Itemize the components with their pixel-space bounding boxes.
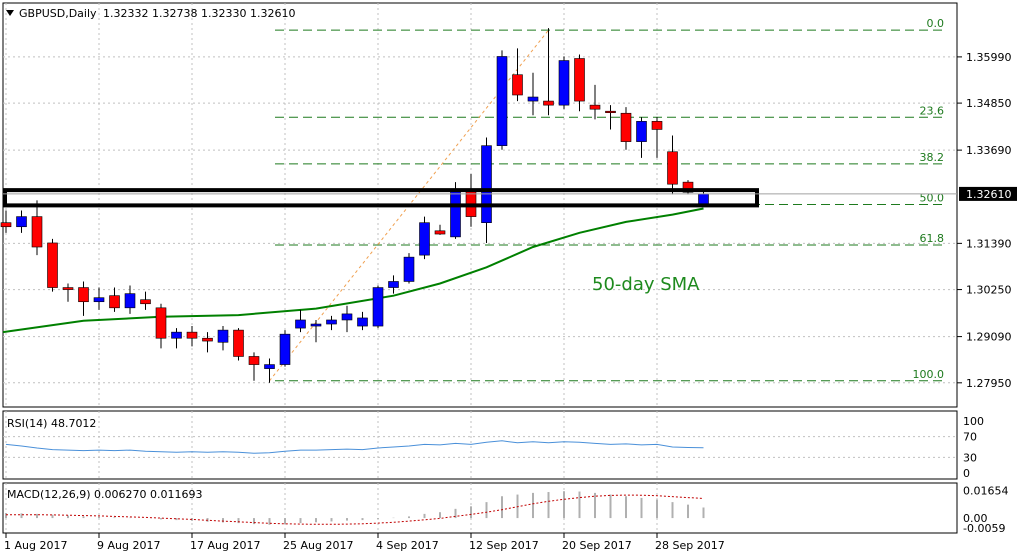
candle-bull	[388, 281, 399, 288]
candle-bear	[31, 216, 43, 248]
candle-bear	[589, 104, 601, 110]
candle-bear	[682, 181, 694, 193]
macd-label: MACD(12,26,9) 0.006270 0.011693	[7, 488, 203, 501]
rsi-tick-label: 0	[963, 467, 970, 480]
candle-bull	[16, 216, 27, 228]
x-tick-label: 28 Sep 2017	[655, 539, 725, 552]
rsi-tick-label: 70	[963, 431, 977, 444]
candle-bull	[326, 319, 337, 325]
rsi-layer: 100 70 30 0	[3, 415, 984, 480]
sma-annotation: 50-day SMA	[592, 274, 700, 295]
y-tick-label: 1.30250	[966, 284, 1012, 297]
candle-bear	[434, 230, 446, 235]
price-axis: 1.35990 1.34850 1.33690 1.32610 1.31390 1.302…	[3, 51, 1017, 390]
candles	[0, 28, 709, 383]
fib-level-label: 0.0	[927, 17, 945, 30]
x-tick-label: 1 Aug 2017	[4, 539, 67, 552]
x-tick-label: 20 Sep 2017	[562, 539, 632, 552]
rsi-panel	[2, 410, 958, 480]
candle-bear	[248, 356, 260, 365]
y-tick-label: 1.34850	[966, 97, 1012, 110]
highlight-zone-layer	[3, 188, 759, 208]
candle-bear	[62, 287, 74, 290]
candle-bull	[496, 56, 508, 146]
candle-bear	[574, 58, 585, 102]
fib-level-label: 50.0	[920, 191, 945, 204]
rsi-label: RSI(14) 48.7012	[7, 417, 96, 430]
candle-bull	[527, 96, 539, 102]
candle-bull	[279, 333, 291, 365]
macd-layer: 0.01654 0.00-0.0059	[5, 484, 1009, 535]
candle-bear	[109, 295, 120, 309]
ohlc-label: 1.32332 1.32738 1.32330 1.32610	[103, 7, 295, 20]
candle-bear	[233, 329, 244, 357]
candle-bull	[636, 121, 647, 142]
candle-bull	[481, 145, 492, 223]
candle-bull	[357, 317, 368, 327]
support-zone-box	[3, 188, 759, 208]
x-tick-label: 9 Aug 2017	[97, 539, 160, 552]
macd-tick-label: 0.01654	[963, 484, 1009, 497]
x-tick-label: 4 Sep 2017	[376, 539, 439, 552]
candle-bear	[155, 307, 167, 339]
rsi-tick-label: 30	[963, 451, 977, 464]
macd-signal-line	[6, 494, 704, 525]
dropdown-triangle-icon[interactable]	[6, 10, 14, 16]
x-tick-label: 25 Aug 2017	[283, 539, 353, 552]
y-tick-label: 1.27950	[966, 377, 1012, 390]
rsi-line	[5, 440, 704, 454]
candle-bull	[171, 331, 182, 339]
candle-bear	[140, 299, 151, 305]
y-tick-label: 1.33690	[966, 144, 1012, 157]
rsi-tick-label: 100	[963, 415, 984, 428]
candle-bear	[47, 242, 58, 288]
current-price-box	[959, 186, 1017, 201]
y-tick-label: 1.31390	[966, 237, 1012, 250]
macd-tick-label: 0.00	[963, 512, 988, 525]
x-tick-label: 12 Sep 2017	[469, 539, 539, 552]
candle-bull	[419, 222, 430, 256]
x-tick-label: 17 Aug 2017	[190, 539, 260, 552]
candle-bear	[651, 121, 663, 130]
candle-bull	[124, 293, 136, 309]
candle-bull	[93, 297, 105, 303]
candle-bear	[512, 74, 523, 96]
candle-bear	[0, 222, 12, 228]
date-axis: 1 Aug 2017 9 Aug 2017 17 Aug 2017 25 Aug 20…	[4, 533, 725, 552]
candle-bull	[264, 364, 275, 369]
macd-panel	[2, 482, 958, 534]
current-price-label: 1.32610	[966, 188, 1012, 201]
candle-bear	[667, 151, 678, 185]
fib-level-label: 61.8	[920, 232, 945, 245]
candle-bear	[620, 112, 632, 142]
candle-bull	[217, 329, 229, 343]
candle-bull	[558, 60, 570, 106]
candle-bull	[295, 319, 306, 329]
fib-level-label: 38.2	[920, 151, 945, 164]
candle-bear	[186, 331, 198, 339]
candle-bull	[372, 287, 384, 327]
candle-bear	[543, 100, 554, 106]
candle-bull	[450, 189, 461, 238]
y-tick-label: 1.29090	[966, 331, 1012, 344]
candle-bull	[341, 313, 353, 321]
symbol-label: GBPUSD,Daily	[19, 7, 97, 20]
y-tick-label: 1.35990	[966, 51, 1012, 64]
candle-bull	[310, 323, 322, 327]
candle-bear	[605, 110, 616, 114]
macd-tick-label: -0.0059	[963, 522, 1005, 535]
fib-level-label: 23.6	[920, 104, 945, 117]
candle-bear	[202, 337, 213, 342]
fib-level-label: 100.0	[913, 368, 945, 381]
candle-bull	[403, 256, 415, 282]
candle-bear	[78, 287, 89, 303]
